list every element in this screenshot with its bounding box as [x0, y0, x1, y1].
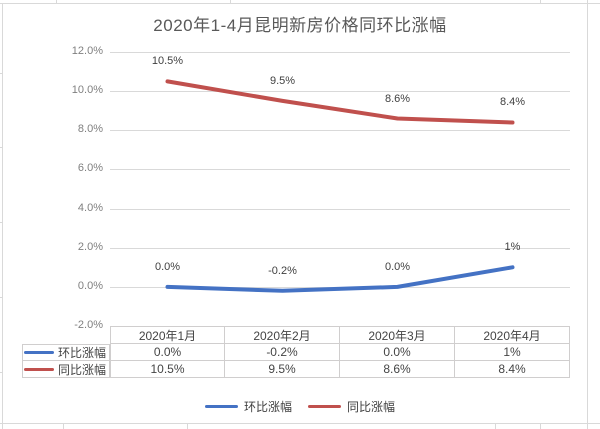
table-cell: -0.2% [225, 344, 340, 361]
table-row-label: 环比涨幅 [22, 344, 110, 361]
sheet-gridline [540, 423, 541, 429]
table-cell: 1% [455, 344, 570, 361]
series-key-line-mom [23, 351, 54, 354]
series-key-line-yoy [23, 367, 54, 371]
sheet-gridline [187, 423, 188, 429]
y-axis-tick-label: 12.0% [71, 45, 103, 57]
sheet-gridline [56, 0, 57, 3]
sheet-gridline [0, 3, 600, 4]
data-label: 9.5% [269, 74, 296, 87]
y-axis-tick-label: 8.0% [77, 123, 103, 135]
sheet-gridline [587, 0, 588, 429]
chart-title: 2020年1-4月昆明新房价格同环比涨幅 [153, 16, 447, 35]
sheet-gridline [2, 3, 3, 429]
sheet-gridline [0, 423, 600, 424]
table-cell: 0.0% [340, 344, 455, 361]
table-corner-cell [22, 326, 110, 344]
legend-item: 环比涨幅 [204, 398, 292, 415]
table-header-cell: 2020年2月 [225, 326, 340, 344]
sheet-gridline [0, 297, 3, 298]
gridline [110, 52, 570, 53]
sheet-gridline [63, 423, 64, 429]
sheet-gridline [495, 423, 496, 429]
gridline [110, 287, 570, 288]
legend-line-swatch-mom [204, 404, 238, 408]
y-axis-tick-label: 4.0% [77, 202, 103, 214]
sheet-gridline [0, 73, 3, 74]
y-axis-tick-label: 2.0% [77, 241, 103, 253]
y-axis-tick-label: 10.0% [71, 84, 103, 96]
series-name-label: 环比涨幅 [57, 346, 106, 360]
y-axis-tick-label: 6.0% [77, 162, 103, 174]
sheet-gridline [0, 372, 3, 373]
sheet-gridline [230, 0, 231, 3]
data-label: 1% [504, 241, 521, 254]
legend-item: 同比涨幅 [308, 398, 395, 415]
data-label: 8.4% [499, 96, 526, 109]
legend-label: 同比涨幅 [347, 399, 396, 414]
chart-legend: 环比涨幅 同比涨幅 [0, 398, 600, 414]
sheet-gridline [540, 0, 541, 3]
gridline [110, 91, 570, 92]
table-row-label: 同比涨幅 [22, 361, 110, 378]
series-line-yoy [165, 79, 515, 125]
table-cell: 8.4% [455, 361, 570, 378]
sheet-gridline [0, 222, 3, 223]
series-name-label: 同比涨幅 [57, 362, 106, 377]
data-label: 0.0% [384, 260, 411, 273]
gridline [110, 248, 570, 249]
table-header-cell: 2020年1月 [110, 326, 225, 344]
gridline [110, 169, 570, 170]
data-label: 0.0% [154, 260, 181, 273]
gridline [110, 209, 570, 210]
data-label: 10.5% [151, 55, 184, 68]
y-axis-tick-label: -2.0% [74, 319, 103, 331]
data-label: 8.6% [384, 92, 411, 105]
table-cell: 9.5% [225, 361, 340, 378]
chart-data-table: 2020年1月 2020年2月 2020年3月 2020年4月 环比涨幅 0.0… [22, 326, 570, 378]
sheet-gridline [0, 147, 3, 148]
gridline [110, 130, 570, 131]
data-label: -0.2% [268, 264, 297, 277]
table-cell: 10.5% [110, 361, 225, 378]
table-header-cell: 2020年3月 [340, 326, 455, 344]
y-axis-tick-label: 0.0% [77, 280, 103, 292]
legend-line-swatch-yoy [308, 404, 341, 408]
table-cell: 0.0% [110, 344, 225, 361]
legend-label: 环比涨幅 [243, 399, 292, 414]
table-cell: 8.6% [340, 361, 455, 378]
table-header-cell: 2020年4月 [455, 326, 570, 344]
